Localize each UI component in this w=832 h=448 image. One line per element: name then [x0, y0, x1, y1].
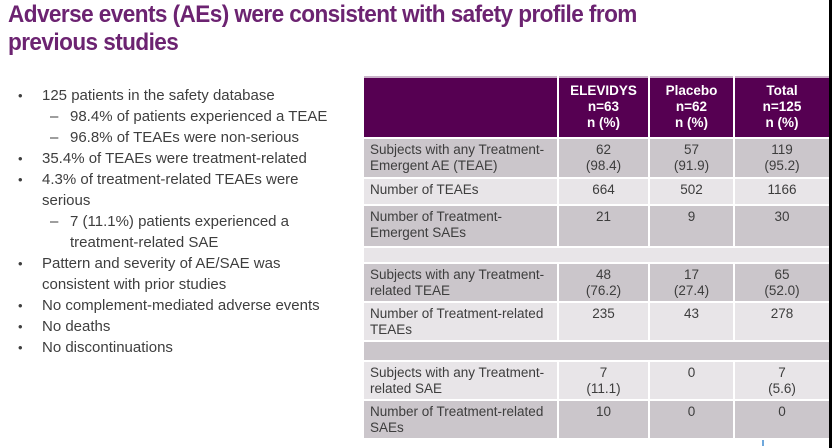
- table-row: Subjects with any Treatment- related TEA…: [364, 264, 829, 301]
- cell-placebo: 9: [650, 206, 733, 246]
- row-label: Number of Treatment- Emergent SAEs: [364, 206, 557, 246]
- bullet-marker: •: [18, 298, 23, 313]
- header-cell-total: Total n=125 n (%): [735, 76, 829, 137]
- dash-marker: –: [50, 213, 59, 230]
- cell-elevidys: 62 (98.4): [559, 139, 648, 177]
- bullet-text: 125 patients in the safety database: [42, 87, 275, 104]
- cell-placebo: 17 (27.4): [650, 264, 733, 301]
- bullet-list: • 125 patients in the safety database –98…: [10, 85, 362, 358]
- dash-marker: –: [50, 129, 59, 146]
- bullet-marker: •: [18, 340, 23, 355]
- row-label: Subjects with any Treatment- related TEA…: [364, 264, 557, 301]
- cell-elevidys: 10: [559, 401, 648, 438]
- adverse-events-table: ELEVIDYS n=63 n (%) Placebo n=62 n (%) T…: [362, 74, 831, 440]
- cell-total: 30: [735, 206, 829, 246]
- row-label: Number of TEAEs: [364, 179, 557, 204]
- bullet-text: 98.4% of patients experienced a TEAE: [70, 108, 328, 125]
- cell-elevidys: 48 (76.2): [559, 264, 648, 301]
- list-item: • 35.4% of TEAEs were treatment-related: [10, 148, 362, 169]
- dash-marker: –: [50, 108, 59, 125]
- cell-total: 7 (5.6): [735, 362, 829, 399]
- row-label: Number of Treatment-related TEAEs: [364, 303, 557, 340]
- cell-total: 0: [735, 401, 829, 438]
- list-item: • 4.3% of treatment-related TEAEs were se…: [10, 169, 362, 211]
- cell-placebo: 43: [650, 303, 733, 340]
- bullet-text: Pattern and severity of AE/SAE was consi…: [42, 255, 281, 293]
- list-item: –98.4% of patients experienced a TEAE: [10, 106, 362, 127]
- bullet-marker: •: [18, 319, 23, 334]
- bullet-text: No deaths: [42, 318, 111, 335]
- bullet-text: No discontinuations: [42, 339, 173, 356]
- cell-elevidys: 7 (11.1): [559, 362, 648, 399]
- bullet-marker: •: [18, 151, 23, 166]
- bullet-text: 4.3% of treatment-related TEAEs were ser…: [42, 171, 299, 209]
- table-header-row: ELEVIDYS n=63 n (%) Placebo n=62 n (%) T…: [364, 76, 829, 137]
- row-label: Subjects with any Treatment- Emergent AE…: [364, 139, 557, 177]
- header-cell-empty: [364, 76, 557, 137]
- cursor-artifact-mark: [762, 440, 764, 446]
- spacer-cell: [364, 342, 829, 360]
- list-item: • No discontinuations: [10, 337, 362, 358]
- bullet-text: 96.8% of TEAEs were non-serious: [70, 129, 300, 146]
- table-row: Subjects with any Treatment- related SAE…: [364, 362, 829, 399]
- header-cell-placebo: Placebo n=62 n (%): [650, 76, 733, 137]
- list-item: • Pattern and severity of AE/SAE was cons…: [10, 253, 362, 295]
- table-row: Number of Treatment- Emergent SAEs 21 9 …: [364, 206, 829, 246]
- table-row: Number of Treatment-related TEAEs 235 43…: [364, 303, 829, 340]
- slide-title: Adverse events (AEs) were consistent wit…: [8, 1, 637, 56]
- cell-total: 278: [735, 303, 829, 340]
- cell-total: 1166: [735, 179, 829, 204]
- list-item: –96.8% of TEAEs were non-serious: [10, 127, 362, 148]
- cell-total: 65 (52.0): [735, 264, 829, 301]
- table-row: Number of TEAEs 664 502 1166: [364, 179, 829, 204]
- cell-placebo: 0: [650, 362, 733, 399]
- cell-placebo: 0: [650, 401, 733, 438]
- bullet-marker: •: [18, 172, 23, 187]
- cell-elevidys: 21: [559, 206, 648, 246]
- list-item: –7 (11.1%) patients experienced a treatm…: [10, 211, 362, 253]
- cell-placebo: 57 (91.9): [650, 139, 733, 177]
- table-row: Subjects with any Treatment- Emergent AE…: [364, 139, 829, 177]
- cell-elevidys: 235: [559, 303, 648, 340]
- list-item: • 125 patients in the safety database: [10, 85, 362, 106]
- bullet-text: No complement-mediated adverse events: [42, 297, 320, 314]
- list-item: • No deaths: [10, 316, 362, 337]
- header-cell-elevidys: ELEVIDYS n=63 n (%): [559, 76, 648, 137]
- row-label: Subjects with any Treatment- related SAE: [364, 362, 557, 399]
- spacer-cell: [364, 248, 829, 262]
- cell-elevidys: 664: [559, 179, 648, 204]
- cell-total: 119 (95.2): [735, 139, 829, 177]
- window-right-border: [829, 0, 832, 448]
- cell-placebo: 502: [650, 179, 733, 204]
- bullet-marker: •: [18, 256, 23, 271]
- bullet-text: 7 (11.1%) patients experienced a treatme…: [70, 213, 290, 251]
- row-label: Number of Treatment-related SAEs: [364, 401, 557, 438]
- bullet-marker: •: [18, 88, 23, 103]
- bullet-text: 35.4% of TEAEs were treatment-related: [42, 150, 307, 167]
- table-row: Number of Treatment-related SAEs 10 0 0: [364, 401, 829, 438]
- spacer-row: [364, 248, 829, 262]
- list-item: • No complement-mediated adverse events: [10, 295, 362, 316]
- spacer-row: [364, 342, 829, 360]
